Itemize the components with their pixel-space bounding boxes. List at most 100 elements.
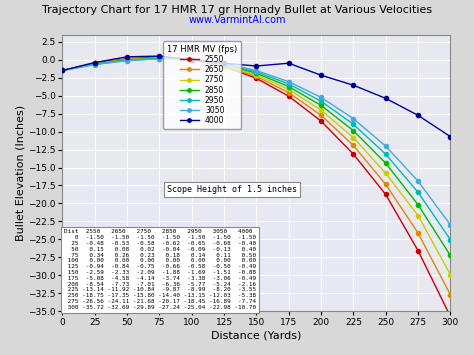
2950 xyxy=(92,62,98,66)
2850 xyxy=(415,203,421,207)
Legend: 2550, 2650, 2750, 2850, 2950, 3050, 4000: 2550, 2650, 2750, 2850, 2950, 3050, 4000 xyxy=(163,41,241,129)
Y-axis label: Bullet Elevation (Inches): Bullet Elevation (Inches) xyxy=(15,105,25,241)
2550 xyxy=(60,68,65,72)
4000 xyxy=(351,83,356,87)
2750 xyxy=(318,108,324,112)
2750 xyxy=(383,171,389,175)
2950 xyxy=(318,99,324,103)
4000 xyxy=(92,60,98,65)
2550 xyxy=(92,61,98,65)
3050 xyxy=(318,95,324,99)
3050 xyxy=(92,62,98,67)
2550 xyxy=(254,76,259,81)
2650 xyxy=(92,61,98,66)
2750 xyxy=(124,58,130,62)
3050 xyxy=(156,57,162,61)
2950 xyxy=(415,190,421,195)
3050 xyxy=(286,80,292,84)
2850 xyxy=(447,253,453,258)
2650 xyxy=(351,143,356,147)
Line: 2650: 2650 xyxy=(60,56,453,297)
Line: 2950: 2950 xyxy=(60,56,453,242)
2650 xyxy=(383,182,389,186)
2850 xyxy=(92,62,98,66)
2950 xyxy=(189,58,194,62)
2850 xyxy=(60,68,65,72)
2850 xyxy=(383,161,389,165)
4000 xyxy=(221,61,227,65)
2850 xyxy=(156,56,162,60)
4000 xyxy=(415,113,421,118)
2550 xyxy=(286,94,292,98)
2650 xyxy=(189,58,194,62)
3050 xyxy=(189,58,194,62)
2750 xyxy=(254,72,259,77)
Text: Trajectory Chart for 17 HMR 17 gr Hornady Bullet at Various Velocities: Trajectory Chart for 17 HMR 17 gr Hornad… xyxy=(42,5,432,15)
2750 xyxy=(286,87,292,92)
2950 xyxy=(221,62,227,66)
2850 xyxy=(318,103,324,108)
2950 xyxy=(351,122,356,126)
2650 xyxy=(447,293,453,297)
3050 xyxy=(351,116,356,121)
2650 xyxy=(415,231,421,235)
2650 xyxy=(221,64,227,68)
4000 xyxy=(156,54,162,58)
4000 xyxy=(124,55,130,59)
2950 xyxy=(286,82,292,86)
2650 xyxy=(124,57,130,61)
Text: Scope Height of 1.5 inches: Scope Height of 1.5 inches xyxy=(167,185,297,194)
Text: www.VarmintAI.com: www.VarmintAI.com xyxy=(188,15,286,25)
2750 xyxy=(92,62,98,66)
Line: 2550: 2550 xyxy=(60,55,453,318)
2750 xyxy=(447,272,453,277)
4000 xyxy=(318,73,324,77)
3050 xyxy=(415,179,421,183)
Line: 2850: 2850 xyxy=(60,56,453,258)
2550 xyxy=(351,152,356,156)
2950 xyxy=(156,56,162,61)
2850 xyxy=(221,62,227,66)
3050 xyxy=(221,61,227,65)
2950 xyxy=(60,68,65,72)
2650 xyxy=(286,91,292,95)
2750 xyxy=(221,63,227,67)
3050 xyxy=(383,144,389,148)
4000 xyxy=(383,96,389,100)
Text: Dist  2550   2650   2750   2850   2950   3050   4000
   0  -1.50  -1.50  -1.50  : Dist 2550 2650 2750 2850 2950 3050 4000 … xyxy=(64,229,256,310)
4000 xyxy=(60,68,65,72)
Line: 4000: 4000 xyxy=(60,54,453,139)
2550 xyxy=(383,192,389,197)
2850 xyxy=(286,84,292,89)
2750 xyxy=(351,136,356,140)
2550 xyxy=(156,55,162,59)
2750 xyxy=(189,58,194,62)
2550 xyxy=(415,248,421,253)
4000 xyxy=(189,58,194,62)
Line: 3050: 3050 xyxy=(60,57,453,227)
X-axis label: Distance (Yards): Distance (Yards) xyxy=(211,330,301,340)
2850 xyxy=(124,58,130,62)
2650 xyxy=(254,74,259,78)
2850 xyxy=(254,71,259,75)
3050 xyxy=(254,69,259,73)
3050 xyxy=(124,59,130,63)
3050 xyxy=(447,223,453,227)
2550 xyxy=(189,58,194,62)
2550 xyxy=(221,64,227,69)
4000 xyxy=(286,61,292,65)
2550 xyxy=(318,119,324,123)
2650 xyxy=(60,68,65,72)
2750 xyxy=(60,68,65,72)
2950 xyxy=(447,237,453,242)
2950 xyxy=(383,152,389,156)
2850 xyxy=(189,58,194,62)
2950 xyxy=(124,58,130,62)
Line: 2750: 2750 xyxy=(60,56,453,277)
2750 xyxy=(156,56,162,60)
2550 xyxy=(124,56,130,61)
4000 xyxy=(447,135,453,139)
2650 xyxy=(156,56,162,60)
2650 xyxy=(318,113,324,118)
2850 xyxy=(351,129,356,133)
